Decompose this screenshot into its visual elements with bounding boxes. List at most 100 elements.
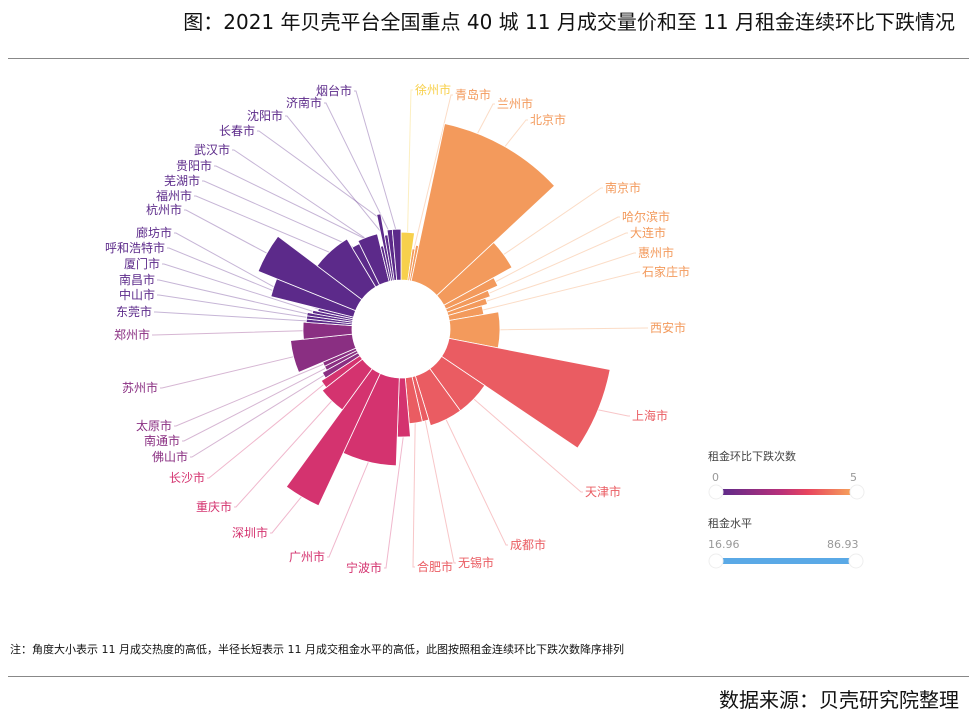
leader-line (182, 365, 330, 442)
city-label: 中山市 (119, 287, 155, 302)
sector-哈尔滨市[interactable] (443, 277, 499, 310)
city-label: 深圳市 (232, 525, 268, 540)
sector-杭州市[interactable] (257, 235, 363, 312)
leader-line (593, 408, 630, 417)
leader-line (424, 416, 456, 564)
city-label: 呼和浩特市 (105, 240, 165, 255)
legend-count-handle-min[interactable] (708, 484, 724, 500)
leader-line (160, 355, 298, 389)
legend-count-handle-max[interactable] (849, 484, 865, 500)
sector-徐州市[interactable] (400, 231, 415, 281)
city-label: 武汉市 (194, 142, 230, 157)
city-label: 沈阳市 (247, 108, 283, 123)
city-label: 芜湖市 (164, 173, 200, 188)
city-label: 西安市 (650, 320, 686, 335)
city-label: 长沙市 (169, 470, 205, 485)
city-label: 南通市 (144, 433, 180, 448)
leader-line (412, 94, 453, 253)
leader-line (492, 216, 620, 284)
city-label: 厦门市 (124, 256, 160, 271)
leader-line (470, 396, 583, 493)
city-label: 上海市 (632, 408, 668, 423)
legend-count-max: 5 (850, 471, 857, 484)
leader-line (495, 327, 648, 331)
city-label: 兰州市 (497, 96, 533, 111)
legend-count-min: 0 (712, 471, 719, 484)
city-label: 惠州市 (638, 245, 674, 260)
city-label: 烟台市 (316, 83, 352, 98)
city-label: 合肥市 (417, 559, 453, 574)
leader-line (152, 330, 307, 336)
city-label: 南京市 (605, 180, 641, 195)
city-label: 苏州市 (122, 380, 158, 395)
leader-line (257, 130, 380, 219)
bottom-divider (8, 676, 969, 677)
legend-rent-bar (722, 558, 854, 564)
leader-line (214, 165, 370, 242)
sector-烟台市[interactable] (391, 228, 402, 281)
city-label: 济南市 (286, 95, 322, 110)
legend-count-title: 租金环比下跌次数 (708, 450, 796, 463)
leader-line (202, 180, 358, 250)
leader-line (270, 493, 305, 534)
leader-line (443, 415, 508, 546)
city-label: 佛山市 (152, 449, 188, 464)
legend-rent-handle-max[interactable] (848, 553, 864, 569)
chart-title: 图：2021 年贝壳平台全国重点 40 城 11 月成交量价和至 11 月租金连… (183, 10, 955, 34)
leader-line (190, 372, 328, 458)
sector-长春市[interactable] (376, 213, 393, 282)
leader-line (194, 195, 334, 255)
leader-line (157, 279, 312, 316)
sector-郑州市[interactable] (302, 321, 353, 340)
city-label: 长春市 (219, 123, 255, 138)
leader-line (154, 311, 311, 322)
leader-line (207, 381, 328, 479)
leader-lines (152, 89, 648, 569)
city-label: 北京市 (530, 112, 566, 127)
legend-rent-handle-min[interactable] (708, 553, 724, 569)
sector-长沙市[interactable] (320, 355, 363, 389)
sector-深圳市[interactable] (285, 368, 381, 507)
sector-北京市[interactable] (410, 123, 556, 297)
legend-rent-title: 租金水平 (708, 517, 752, 530)
city-label: 宁波市 (346, 560, 382, 575)
city-label: 东莞市 (116, 304, 152, 319)
city-label: 郑州市 (114, 327, 150, 342)
sector-贵阳市[interactable] (357, 233, 390, 286)
sector-大连市[interactable] (445, 289, 491, 313)
city-label: 天津市 (585, 484, 621, 499)
city-labels: 徐州市 青岛市兰州市北京市南京市哈尔滨市大连市惠州市石家庄市西安市上海市天津市成都… (105, 82, 690, 575)
city-label: 重庆市 (196, 499, 232, 514)
city-label: 太原市 (136, 418, 172, 433)
data-source: 数据来源：贝壳研究院整理 (719, 688, 959, 712)
city-label: 大连市 (630, 225, 666, 240)
city-label: 哈尔滨市 (622, 209, 670, 224)
sector-南昌市[interactable] (306, 312, 354, 323)
legend-rent-min: 16.96 (708, 538, 740, 551)
sector-佛山市[interactable] (321, 352, 361, 379)
leader-line (324, 102, 391, 234)
leader-line (502, 119, 528, 151)
leader-line (478, 271, 640, 312)
leader-line (384, 432, 405, 569)
leader-line (157, 294, 311, 319)
sector-厦门市[interactable] (311, 309, 354, 321)
city-label: 贵阳市 (176, 158, 212, 173)
leader-line (327, 458, 371, 558)
sector-重庆市[interactable] (321, 358, 373, 411)
leader-line (285, 115, 388, 240)
sector-惠州市[interactable] (446, 297, 488, 316)
sector-福州市[interactable] (316, 238, 377, 301)
city-label: 廊坊市 (136, 225, 172, 240)
city-label: 石家庄市 (642, 264, 690, 279)
sectors (257, 123, 611, 507)
city-label: 徐州市 (415, 82, 451, 97)
leader-line (184, 209, 271, 256)
leader-line (162, 263, 317, 314)
sector-上海市[interactable] (441, 337, 611, 449)
leader-line (354, 90, 398, 234)
sector-南京市[interactable] (436, 241, 513, 306)
chart-note: 注：角度大小表示 11 月成交热度的高低，半径长短表示 11 月成交租金水平的高… (10, 643, 624, 656)
sector-苏州市[interactable] (290, 333, 357, 373)
